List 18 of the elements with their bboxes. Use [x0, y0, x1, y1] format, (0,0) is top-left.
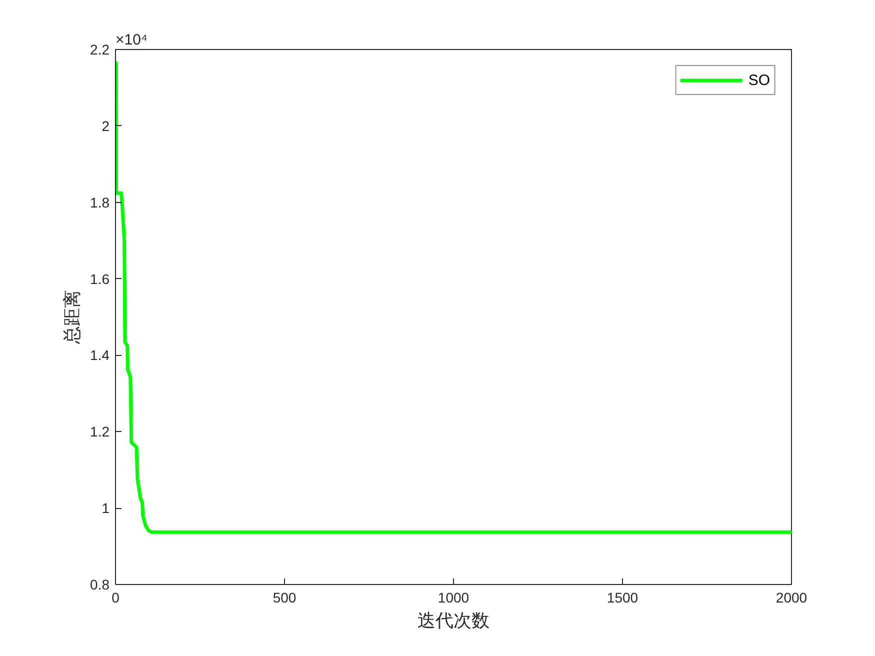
x-axis-title: 迭代次数 [418, 610, 490, 630]
x-tick-label: 0 [112, 590, 120, 606]
line-series [116, 61, 792, 534]
y-tick-label: 2 [102, 118, 110, 134]
y-axis-title: 总距离 [62, 290, 82, 345]
text: ×10⁴ [116, 32, 148, 48]
legend-label: SO [748, 72, 770, 88]
y-tick-label: 1.8 [90, 194, 110, 210]
y-tick-label: 1 [102, 500, 110, 516]
y-tick-label: 1.4 [90, 347, 110, 364]
y-tick-label: 2.2 [90, 42, 110, 58]
x-tick-label: 2000 [776, 590, 808, 606]
x-tick-label: 1000 [438, 590, 470, 606]
y-tick-label: 1.2 [90, 424, 110, 440]
x-tick-label: 500 [272, 590, 296, 606]
x-tick-label: 1500 [606, 590, 638, 606]
y-tick-label: 0.8 [90, 576, 110, 592]
y-tick-label: 1.6 [90, 270, 110, 287]
